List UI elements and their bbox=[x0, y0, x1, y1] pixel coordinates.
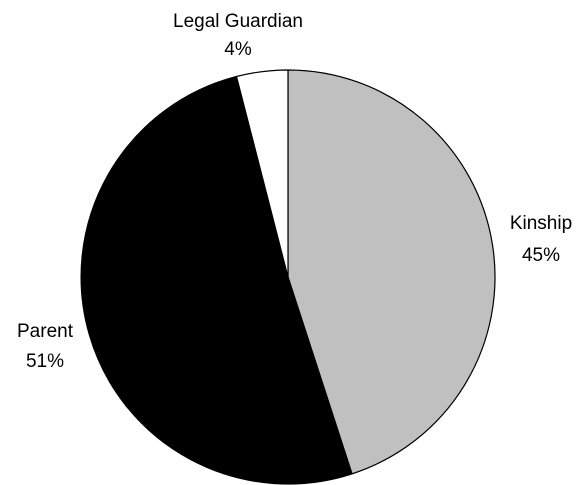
pie-slice-kinship bbox=[287, 69, 496, 475]
slice-label-kinship: Kinship bbox=[510, 213, 572, 234]
slice-label-parent: Parent bbox=[17, 321, 74, 342]
slice-value-parent: 51% bbox=[26, 351, 64, 372]
pie-slices bbox=[80, 69, 496, 485]
slice-value-kinship: 45% bbox=[522, 245, 560, 266]
slice-label-legal-guardian: Legal Guardian bbox=[173, 11, 303, 32]
slice-value-legal-guardian: 4% bbox=[224, 39, 252, 60]
pie-slice-parent bbox=[80, 75, 353, 485]
pie-slice-legal-guardian bbox=[235, 69, 289, 278]
